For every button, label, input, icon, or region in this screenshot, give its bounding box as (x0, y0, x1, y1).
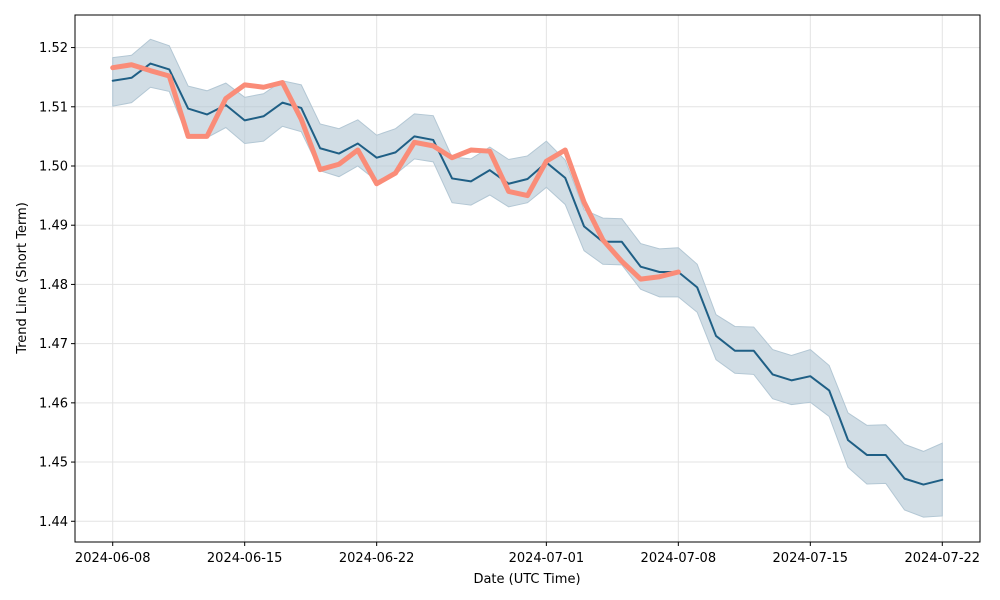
x-tick-label: 2024-06-08 (75, 551, 151, 566)
y-tick-label: 1.51 (39, 100, 68, 115)
x-tick-label: 2024-07-01 (509, 551, 585, 566)
actual-series-line (110, 62, 681, 282)
y-tick-label: 1.48 (39, 278, 68, 293)
x-tick-label: 2024-07-08 (641, 551, 717, 566)
trend-series-line (111, 62, 944, 486)
y-tick-label: 1.47 (39, 337, 68, 352)
plot-frame (74, 14, 981, 543)
y-axis-title: Trend Line (Short Term) (15, 202, 30, 355)
x-tick-label: 2024-07-22 (905, 551, 981, 566)
y-tick-label: 1.52 (39, 41, 68, 56)
x-axis-title: Date (UTC Time) (473, 572, 580, 587)
tick-layer: 1.44 1.45 1.46 1.47 1.48 1.49 1.50 1.51 1.52 2024… (39, 41, 980, 566)
y-tick-label: 1.44 (39, 515, 68, 530)
y-tick-label: 1.50 (39, 159, 68, 174)
y-tick-label: 1.45 (39, 456, 68, 471)
y-tick-label: 1.49 (39, 219, 68, 234)
x-tick-label: 2024-06-22 (339, 551, 415, 566)
confidence-band (112, 38, 943, 518)
series-layer (110, 38, 944, 518)
y-tick-label: 1.46 (39, 396, 68, 411)
x-tick-label: 2024-07-15 (773, 551, 849, 566)
x-tick-label: 2024-06-15 (207, 551, 283, 566)
